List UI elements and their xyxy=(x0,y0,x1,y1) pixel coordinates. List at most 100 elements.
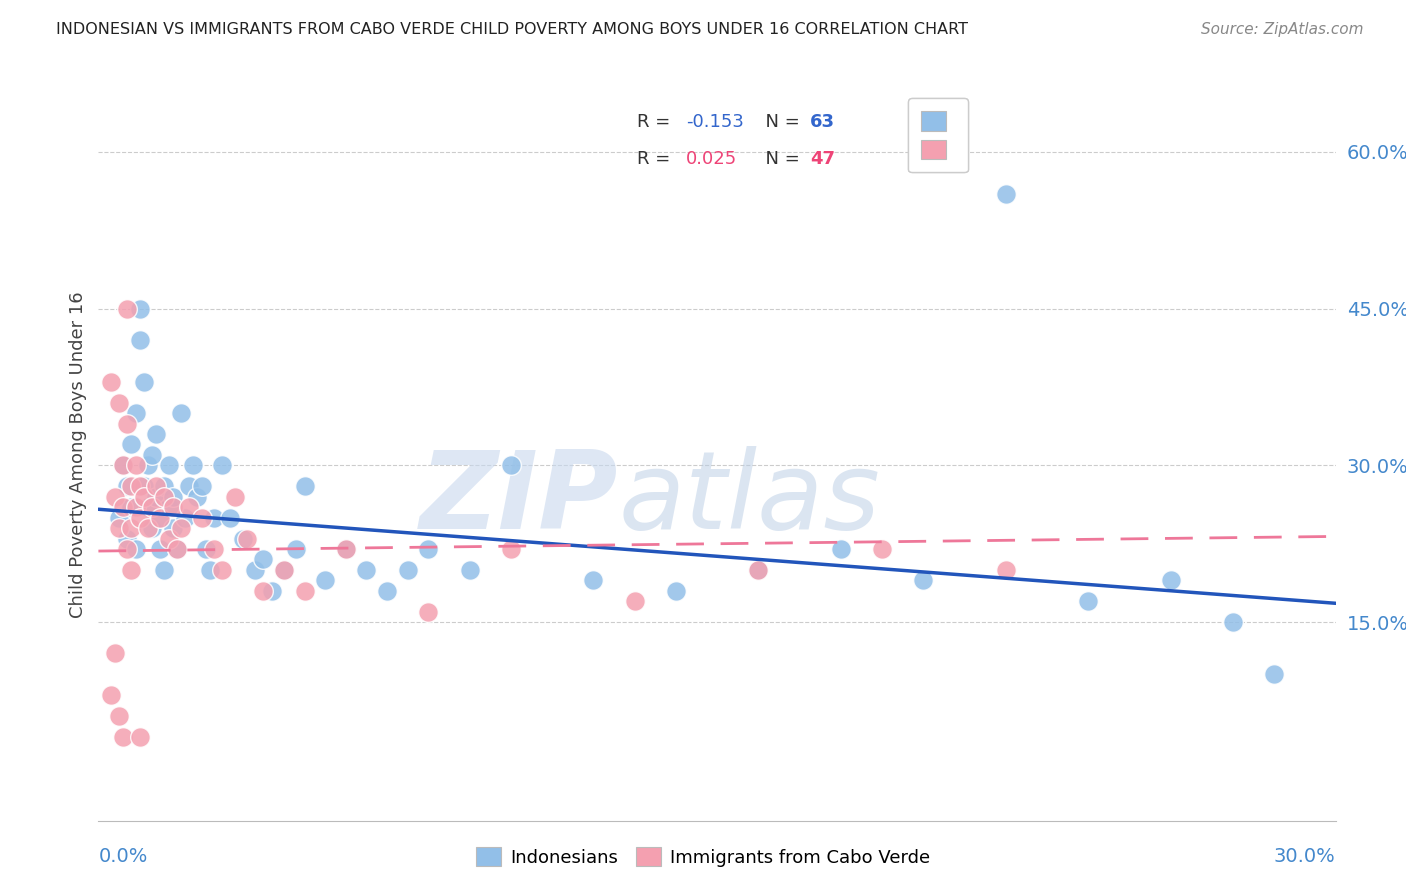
Text: ZIP: ZIP xyxy=(420,446,619,552)
Point xyxy=(104,647,127,661)
Point xyxy=(162,500,184,515)
Point xyxy=(162,521,184,535)
Point xyxy=(170,521,193,535)
Point xyxy=(994,186,1017,201)
Point xyxy=(260,583,283,598)
Point xyxy=(157,500,180,515)
Point xyxy=(994,563,1017,577)
Point xyxy=(211,458,233,473)
Point xyxy=(252,552,274,566)
Point xyxy=(1160,574,1182,588)
Point xyxy=(120,437,142,451)
Text: -0.153: -0.153 xyxy=(686,113,744,131)
Point xyxy=(128,479,150,493)
Point xyxy=(166,541,188,556)
Point xyxy=(170,406,193,420)
Point xyxy=(124,458,146,473)
Point xyxy=(153,479,176,493)
Point xyxy=(1263,667,1285,681)
Point xyxy=(396,563,419,577)
Point xyxy=(418,605,440,619)
Point xyxy=(499,541,522,556)
Point xyxy=(124,406,146,420)
Point xyxy=(153,490,176,504)
Point xyxy=(747,563,769,577)
Point xyxy=(870,541,893,556)
Point xyxy=(236,532,259,546)
Point xyxy=(211,563,233,577)
Point xyxy=(252,583,274,598)
Text: INDONESIAN VS IMMIGRANTS FROM CABO VERDE CHILD POVERTY AMONG BOYS UNDER 16 CORRE: INDONESIAN VS IMMIGRANTS FROM CABO VERDE… xyxy=(56,22,969,37)
Point xyxy=(285,541,308,556)
Point xyxy=(335,541,357,556)
Point xyxy=(112,458,135,473)
Point xyxy=(198,563,221,577)
Point xyxy=(141,521,163,535)
Point xyxy=(112,730,135,744)
Point xyxy=(335,541,357,556)
Point xyxy=(120,500,142,515)
Point xyxy=(1077,594,1099,608)
Point xyxy=(112,458,135,473)
Point xyxy=(830,541,852,556)
Point xyxy=(243,563,266,577)
Point xyxy=(202,541,225,556)
Point xyxy=(181,458,204,473)
Point xyxy=(108,395,131,409)
Legend: , : , xyxy=(908,98,967,172)
Point xyxy=(314,574,336,588)
Point xyxy=(174,510,197,524)
Point xyxy=(153,563,176,577)
Point xyxy=(179,479,201,493)
Point xyxy=(194,541,217,556)
Point xyxy=(117,532,139,546)
Point xyxy=(190,510,212,524)
Text: 30.0%: 30.0% xyxy=(1274,847,1336,866)
Point xyxy=(273,563,295,577)
Point xyxy=(136,521,159,535)
Point xyxy=(665,583,688,598)
Point xyxy=(108,510,131,524)
Point xyxy=(912,574,935,588)
Point xyxy=(219,510,242,524)
Legend: Indonesians, Immigrants from Cabo Verde: Indonesians, Immigrants from Cabo Verde xyxy=(468,840,938,874)
Point xyxy=(120,521,142,535)
Point xyxy=(141,500,163,515)
Text: R =: R = xyxy=(637,113,676,131)
Point xyxy=(224,490,246,504)
Point xyxy=(120,479,142,493)
Point xyxy=(623,594,645,608)
Text: 0.0%: 0.0% xyxy=(98,847,148,866)
Point xyxy=(356,563,378,577)
Text: N =: N = xyxy=(754,150,806,168)
Point xyxy=(747,563,769,577)
Point xyxy=(294,583,316,598)
Y-axis label: Child Poverty Among Boys Under 16: Child Poverty Among Boys Under 16 xyxy=(69,292,87,618)
Point xyxy=(104,490,127,504)
Point xyxy=(294,479,316,493)
Point xyxy=(499,458,522,473)
Point xyxy=(202,510,225,524)
Point xyxy=(117,301,139,316)
Point xyxy=(117,541,139,556)
Point xyxy=(179,500,201,515)
Point xyxy=(458,563,481,577)
Point xyxy=(375,583,398,598)
Point xyxy=(273,563,295,577)
Point xyxy=(157,532,180,546)
Point xyxy=(128,333,150,347)
Point xyxy=(162,490,184,504)
Point xyxy=(100,688,122,702)
Point xyxy=(157,458,180,473)
Point xyxy=(166,541,188,556)
Point xyxy=(108,709,131,723)
Text: 47: 47 xyxy=(810,150,835,168)
Point xyxy=(145,427,167,442)
Point xyxy=(108,521,131,535)
Text: N =: N = xyxy=(754,113,806,131)
Point xyxy=(132,490,155,504)
Point xyxy=(128,510,150,524)
Point xyxy=(186,490,208,504)
Text: 63: 63 xyxy=(810,113,835,131)
Point xyxy=(132,479,155,493)
